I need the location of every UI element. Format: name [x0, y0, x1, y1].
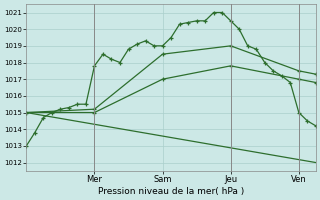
- X-axis label: Pression niveau de la mer( hPa ): Pression niveau de la mer( hPa ): [98, 187, 244, 196]
